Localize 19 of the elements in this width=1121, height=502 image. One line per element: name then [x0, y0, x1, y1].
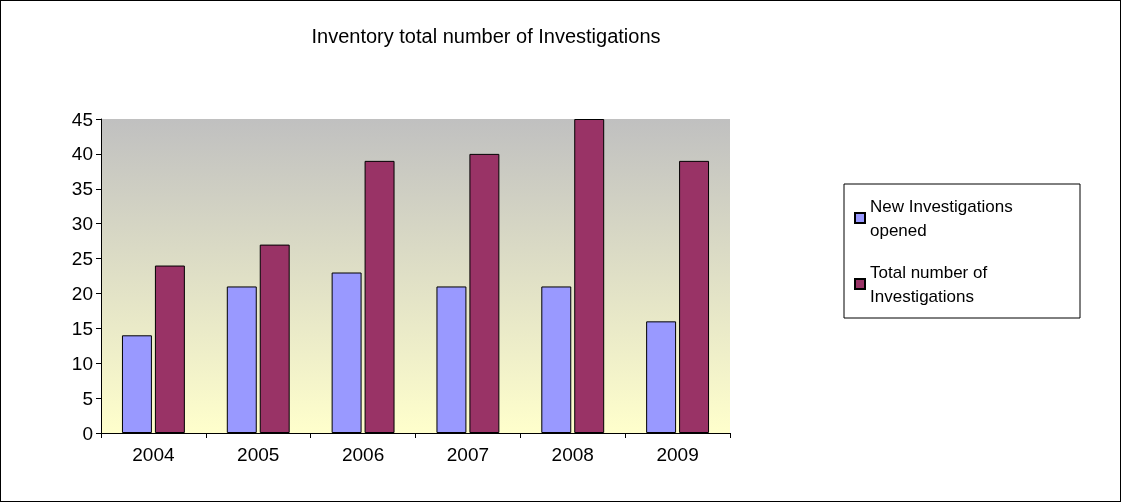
- y-tick-label: 0: [82, 422, 93, 444]
- x-tick-label: 2009: [656, 444, 699, 465]
- x-tick-label: 2005: [237, 444, 280, 465]
- y-tick-label: 35: [71, 178, 93, 200]
- y-tick-label: 10: [71, 352, 93, 374]
- x-tick-label: 2008: [551, 444, 594, 465]
- legend-label: Total number of Investigations: [870, 262, 992, 306]
- x-tick-label: 2006: [341, 444, 385, 465]
- y-tick-label: 40: [71, 143, 93, 165]
- x-tick-label: 2004: [132, 444, 175, 465]
- chart-title: Inventory total number of Investigations: [311, 25, 661, 47]
- legend-label: New Investigations opened: [870, 196, 1018, 240]
- y-tick-label: 15: [71, 317, 93, 339]
- y-tick-label: 5: [82, 387, 93, 409]
- y-tick-label: 45: [71, 108, 93, 130]
- y-tick-label: 20: [71, 282, 93, 304]
- y-tick-label: 25: [71, 248, 93, 270]
- y-tick-label: 30: [71, 213, 93, 235]
- x-tick-label: 2007: [446, 444, 490, 465]
